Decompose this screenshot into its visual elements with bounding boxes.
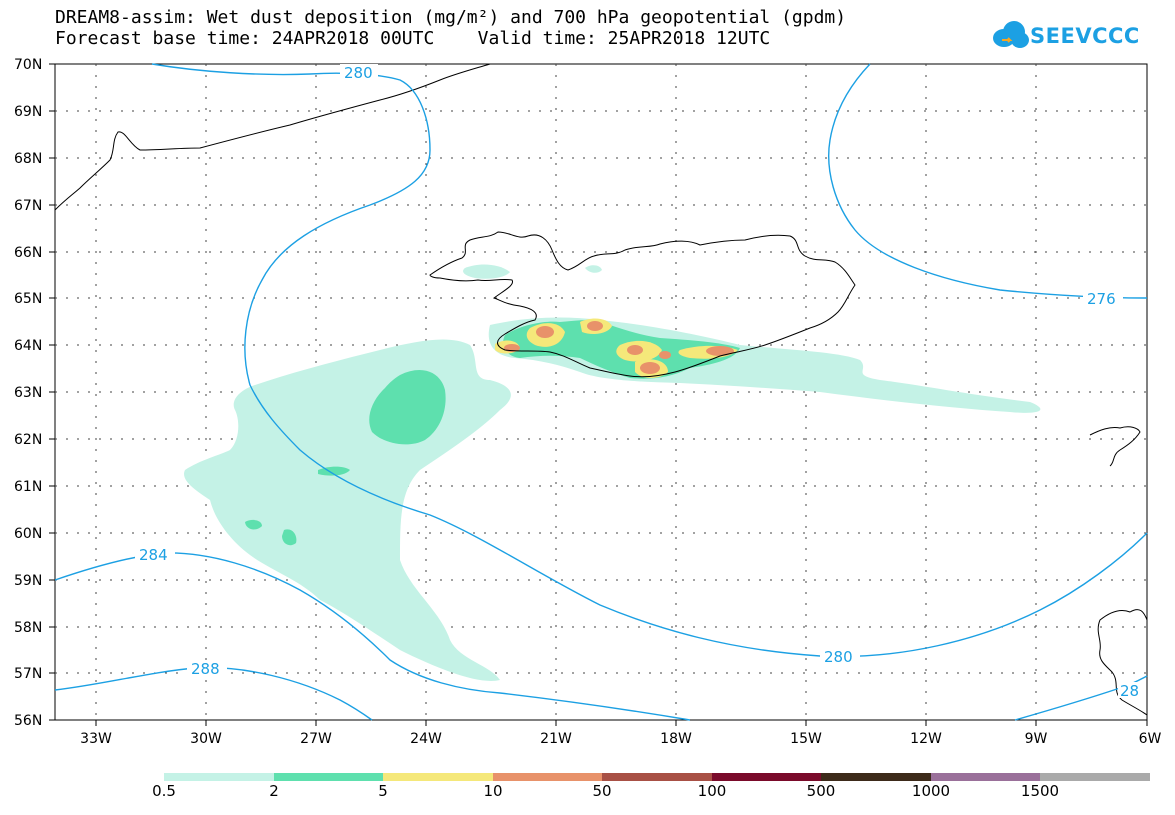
contour-label: 280 bbox=[824, 648, 853, 666]
logo-text: SEEVCCC bbox=[1030, 24, 1140, 48]
lon-label: 24W bbox=[410, 731, 442, 747]
colorbar-swatch bbox=[931, 773, 1040, 781]
colorbar-label: 50 bbox=[592, 782, 612, 800]
contour-label: 276 bbox=[1087, 290, 1116, 308]
map-subtitle: Forecast base time: 24APR2018 00UTC Vali… bbox=[55, 28, 771, 49]
colorbar-swatch bbox=[1040, 773, 1150, 781]
lon-label: 15W bbox=[790, 731, 822, 747]
colorbar-swatch bbox=[602, 773, 712, 781]
colorbar-label: 1500 bbox=[1020, 782, 1060, 800]
colorbar-label: 2 bbox=[269, 782, 279, 800]
colorbar-swatch bbox=[493, 773, 602, 781]
lat-labels: 70N 69N 68N 67N 66N 65N 64N 63N 62N 61N … bbox=[14, 57, 42, 729]
lat-label: 67N bbox=[14, 198, 42, 214]
lon-label: 9W bbox=[1025, 731, 1048, 747]
lon-label: 18W bbox=[660, 731, 692, 747]
lon-label: 33W bbox=[80, 731, 112, 747]
lat-label: 65N bbox=[14, 291, 42, 307]
lat-label: 59N bbox=[14, 573, 42, 589]
lat-label: 58N bbox=[14, 620, 42, 636]
lon-label: 12W bbox=[910, 731, 942, 747]
coastlines bbox=[54, 63, 1148, 716]
lon-label: 30W bbox=[190, 731, 222, 747]
contour-label: 288 bbox=[191, 660, 220, 678]
lon-labels: 33W 30W 27W 24W 21W 18W 15W 12W 9W 6W bbox=[80, 731, 1161, 747]
colorbar-swatch bbox=[712, 773, 821, 781]
colorbar-label: 0.5 bbox=[152, 782, 176, 800]
colorbar-swatch bbox=[274, 773, 383, 781]
lat-label: 63N bbox=[14, 385, 42, 401]
lat-label: 61N bbox=[14, 479, 42, 495]
lon-label: 6W bbox=[1139, 731, 1162, 747]
map-title: DREAM8-assim: Wet dust deposition (mg/m²… bbox=[55, 7, 847, 28]
lat-label: 69N bbox=[14, 104, 42, 120]
dust-field-orange bbox=[504, 321, 734, 374]
lat-label: 57N bbox=[14, 666, 42, 682]
colorbar-swatch bbox=[821, 773, 931, 781]
colorbar-label: 500 bbox=[806, 782, 836, 800]
colorbar-swatch bbox=[164, 773, 274, 781]
cloud-icon bbox=[993, 21, 1029, 48]
contour-labels: 280 276 284 288 280 28 bbox=[135, 64, 1146, 700]
lat-label: 68N bbox=[14, 151, 42, 167]
colorbar-label: 5 bbox=[378, 782, 388, 800]
colorbar-swatch bbox=[383, 773, 493, 781]
contour-label: 284 bbox=[139, 546, 168, 564]
lat-label: 64N bbox=[14, 338, 42, 354]
colorbar-label: 1000 bbox=[911, 782, 951, 800]
lat-label: 70N bbox=[14, 57, 42, 73]
lat-label: 56N bbox=[14, 713, 42, 729]
lat-label: 66N bbox=[14, 245, 42, 261]
lon-label: 27W bbox=[300, 731, 332, 747]
colorbar-label: 100 bbox=[697, 782, 727, 800]
contour-label: 28 bbox=[1120, 682, 1139, 700]
seevccc-logo: SEEVCCC bbox=[990, 18, 1140, 58]
contour-label: 280 bbox=[344, 64, 373, 82]
colorbar-label: 10 bbox=[483, 782, 503, 800]
lon-label: 21W bbox=[540, 731, 572, 747]
map-frame bbox=[54, 63, 1148, 721]
lat-label: 62N bbox=[14, 432, 42, 448]
lat-label: 60N bbox=[14, 526, 42, 542]
axis-ticks bbox=[49, 63, 1148, 726]
